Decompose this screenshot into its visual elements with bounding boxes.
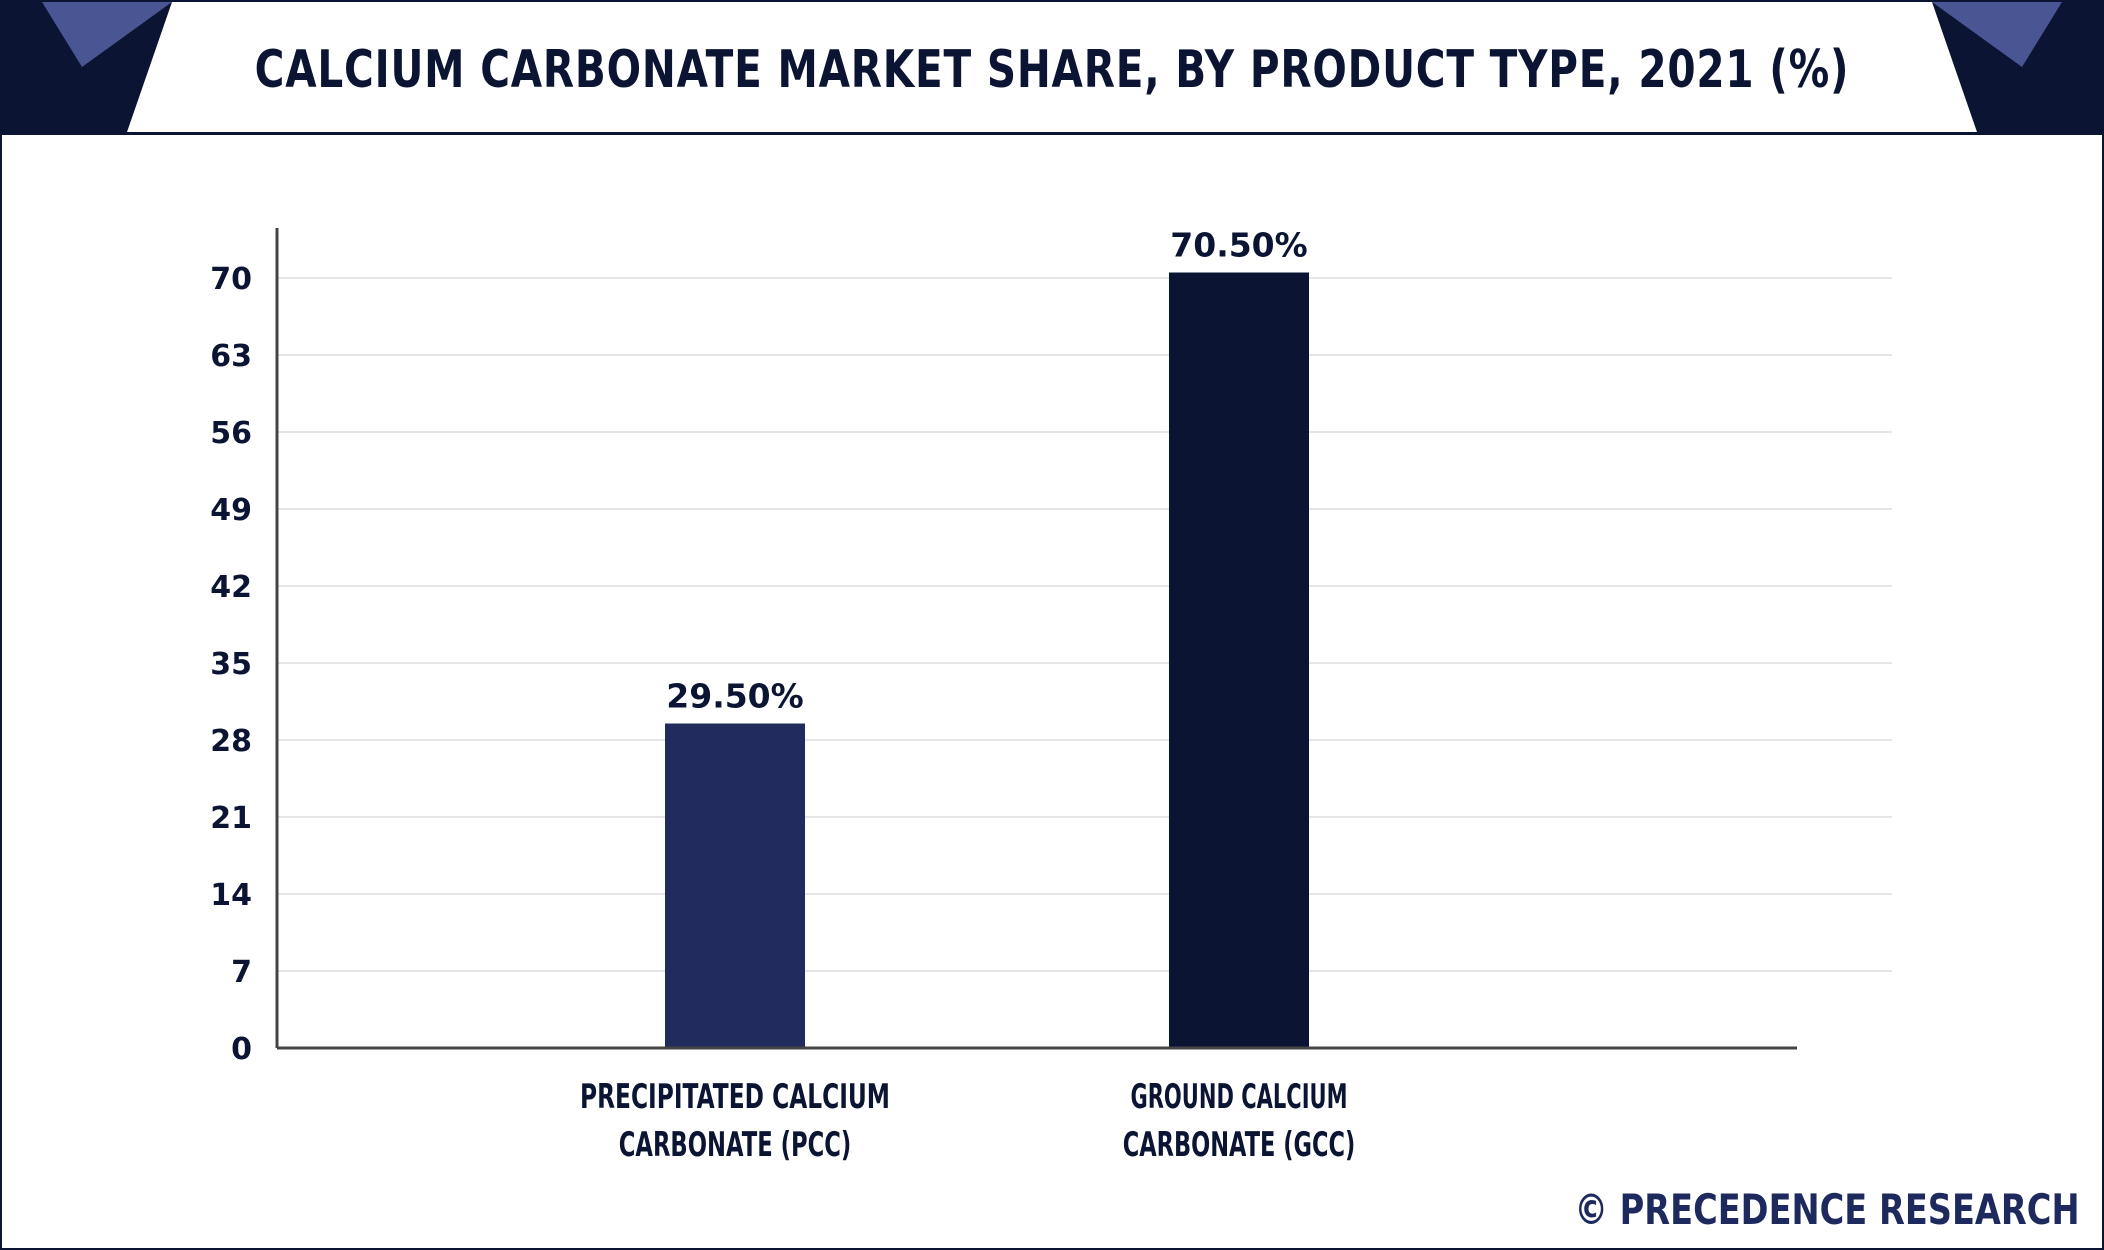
y-tick-label: 21 xyxy=(210,801,252,836)
data-labels: 29.50% 70.50% xyxy=(666,226,1307,716)
right-corner-decoration xyxy=(1932,2,2102,132)
gridlines xyxy=(277,277,1892,972)
y-tick-label: 28 xyxy=(210,724,252,759)
bar-gcc xyxy=(1169,272,1309,1048)
chart-title: CALCIUM CARBONATE MARKET SHARE, BY PRODU… xyxy=(254,40,1850,100)
header-band: CALCIUM CARBONATE MARKET SHARE, BY PRODU… xyxy=(2,2,2102,135)
category-labels: PRECIPITATED CALCIUM CARBONATE (PCC) GROUN… xyxy=(580,1077,1355,1165)
x-category-label: CARBONATE (PCC) xyxy=(619,1125,852,1165)
x-category-label: PRECIPITATED CALCIUM xyxy=(580,1077,890,1117)
y-tick-label: 70 xyxy=(210,262,252,297)
y-axis-ticks: 0 7 14 21 28 35 42 49 56 63 70 xyxy=(210,262,252,1067)
y-tick-label: 14 xyxy=(210,878,252,913)
y-tick-label: 49 xyxy=(210,493,252,528)
y-tick-label: 7 xyxy=(231,955,252,990)
y-tick-label: 42 xyxy=(210,570,252,605)
x-category-label: CARBONATE (GCC) xyxy=(1123,1125,1356,1165)
left-corner-decoration xyxy=(2,2,172,132)
y-tick-label: 0 xyxy=(231,1032,252,1067)
y-tick-label: 35 xyxy=(210,647,252,682)
data-label: 70.50% xyxy=(1170,226,1307,265)
brand-watermark: © PRECEDENCE RESEARCH xyxy=(1574,1185,2080,1234)
y-tick-label: 56 xyxy=(210,416,252,451)
x-category-label: GROUND CALCIUM xyxy=(1131,1077,1348,1117)
bars xyxy=(665,272,1309,1048)
bar-pcc xyxy=(665,723,805,1048)
data-label: 29.50% xyxy=(666,677,803,716)
y-tick-label: 63 xyxy=(210,339,252,374)
